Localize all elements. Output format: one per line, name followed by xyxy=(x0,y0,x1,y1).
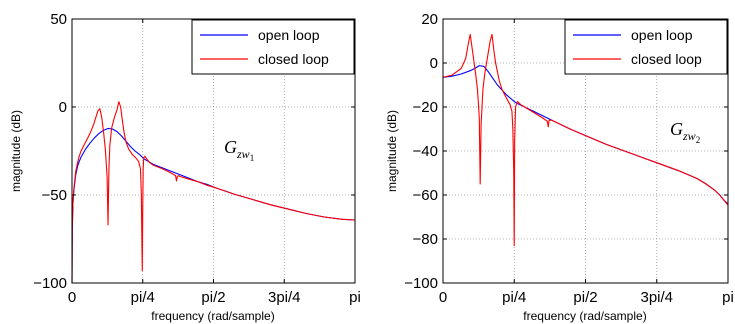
right-legend: open loop closed loop xyxy=(564,19,728,75)
left-annotation-subsub: 1 xyxy=(250,153,255,163)
left-y-tick-label: 50 xyxy=(50,11,67,28)
left-x-tick-label: pi/2 xyxy=(201,289,225,306)
right-y-tick-label: −100 xyxy=(404,275,438,292)
right-x-tick-label: 3pi/4 xyxy=(640,289,673,306)
left-legend-label-open-loop: open loop xyxy=(258,27,320,43)
left-legend: open loop closed loop xyxy=(191,19,355,75)
right-y-tick-label: 20 xyxy=(421,11,438,28)
left-y-tick-label: −50 xyxy=(42,187,67,204)
right-annotation-main: G xyxy=(670,119,683,139)
right-x-tick-label: pi/2 xyxy=(573,289,597,306)
right-transfer-function-annotation: Gzw2 xyxy=(670,119,700,145)
right-legend-label-closed-loop: closed loop xyxy=(631,51,702,67)
right-x-axis-label: frequency (rad/sample) xyxy=(523,309,646,323)
right-x-tick-label: pi/4 xyxy=(502,289,526,306)
left-y-tick-label: 0 xyxy=(59,99,67,116)
left-y-axis-label: magnitude (dB) xyxy=(9,110,23,192)
left-y-tick-label: −100 xyxy=(33,275,67,292)
left-x-tick-label: 0 xyxy=(68,289,76,306)
right-x-tick-labels: 0 pi/4 pi/2 3pi/4 pi xyxy=(439,289,734,306)
right-series-group xyxy=(442,33,729,247)
right-y-tick-label: −20 xyxy=(413,99,438,116)
left-legend-label-closed-loop: closed loop xyxy=(258,51,329,67)
left-series-group xyxy=(71,101,355,284)
left-x-axis-label: frequency (rad/sample) xyxy=(151,309,274,323)
right-y-axis-label: magnitude (dB) xyxy=(385,110,399,192)
right-y-tick-labels: −100 −80 −60 −40 −20 0 20 xyxy=(404,11,438,292)
right-y-tick-label: −80 xyxy=(413,231,438,248)
left-legend-box xyxy=(191,19,355,75)
right-x-tick-label: pi xyxy=(722,289,734,306)
right-annotation-sub: zw xyxy=(682,129,696,143)
left-annotation-sub: zw xyxy=(236,147,250,161)
right-legend-label-open-loop: open loop xyxy=(631,27,693,43)
right-y-tick-label: −60 xyxy=(413,187,438,204)
left-x-tick-label: 3pi/4 xyxy=(268,289,301,306)
right-chart: −100 −80 −60 −40 −20 0 20 0 pi/4 pi/2 3pi/4 pi fre… xyxy=(385,11,734,323)
right-x-tick-label: 0 xyxy=(439,289,447,306)
left-annotation-main: G xyxy=(224,137,237,157)
right-series-closed-loop xyxy=(442,33,729,247)
left-x-tick-label: pi/4 xyxy=(131,289,155,306)
right-annotation-subsub: 2 xyxy=(696,135,701,145)
right-y-tick-label: 0 xyxy=(430,55,438,72)
right-y-tick-label: −40 xyxy=(413,143,438,160)
left-x-tick-labels: 0 pi/4 pi/2 3pi/4 pi xyxy=(68,289,361,306)
left-transfer-function-annotation: Gzw1 xyxy=(224,137,254,163)
left-chart: −100 −50 0 50 0 pi/4 pi/2 3pi/4 pi frequency (r… xyxy=(9,11,361,323)
right-legend-box xyxy=(564,19,728,75)
left-y-tick-labels: −100 −50 0 50 xyxy=(33,11,67,292)
left-x-tick-label: pi xyxy=(349,289,361,306)
left-series-closed-loop xyxy=(71,101,355,284)
